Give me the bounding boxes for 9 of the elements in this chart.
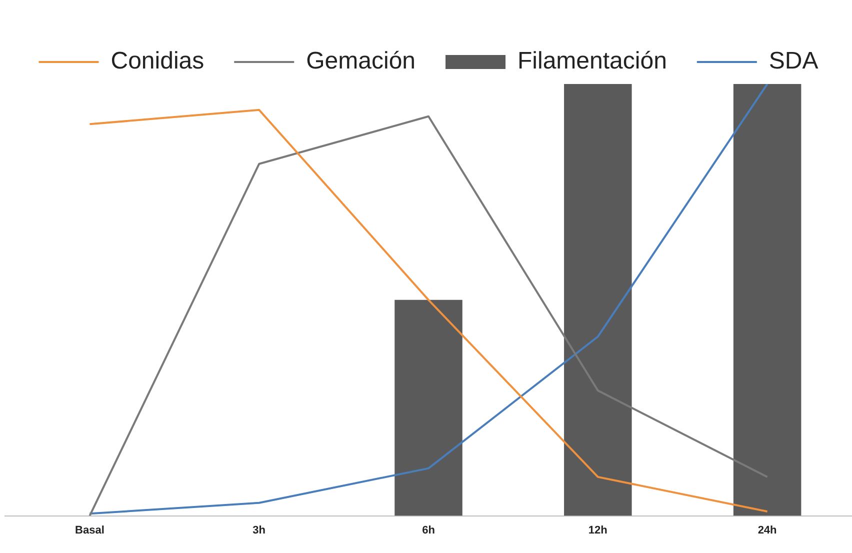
legend-label: Gemación [306, 48, 416, 75]
x-tick-label: 6h [422, 524, 436, 536]
legend-label: SDA [768, 48, 818, 75]
x-tick-label: 24h [758, 524, 778, 536]
x-tick-label: 3h [252, 524, 266, 536]
legend-label: Filamentación [518, 48, 667, 75]
x-tick-label: 12h [588, 524, 608, 536]
legend-label: Conidias [110, 48, 204, 75]
x-tick-label: Basal [75, 524, 104, 536]
